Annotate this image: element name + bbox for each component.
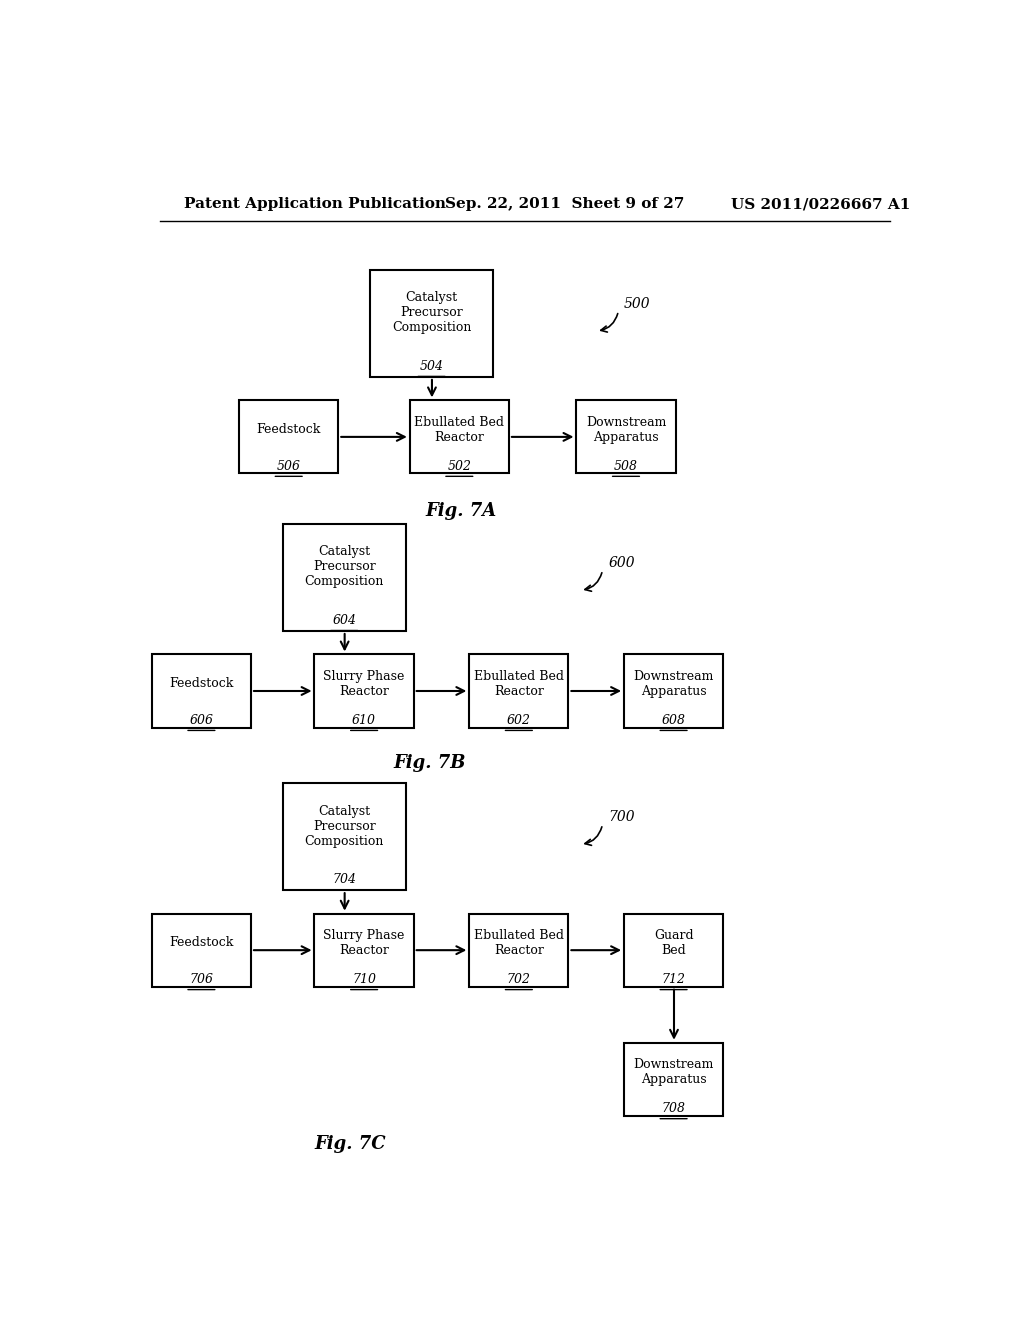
Text: Guard
Bed: Guard Bed	[653, 929, 693, 957]
Text: 712: 712	[662, 973, 686, 986]
Text: 504: 504	[420, 360, 443, 372]
Text: Catalyst
Precursor
Composition: Catalyst Precursor Composition	[392, 292, 471, 334]
Text: 710: 710	[352, 973, 376, 986]
Text: 610: 610	[352, 714, 376, 727]
Text: Fig. 7A: Fig. 7A	[426, 502, 497, 520]
Text: Slurry Phase
Reactor: Slurry Phase Reactor	[324, 929, 404, 957]
FancyBboxPatch shape	[469, 655, 568, 727]
Text: 704: 704	[332, 873, 356, 886]
FancyBboxPatch shape	[577, 400, 676, 474]
FancyBboxPatch shape	[283, 784, 406, 890]
Text: 700: 700	[608, 810, 635, 824]
FancyBboxPatch shape	[152, 913, 251, 987]
Text: 606: 606	[189, 714, 213, 727]
Text: Feedstock: Feedstock	[169, 677, 233, 690]
Text: Downstream
Apparatus: Downstream Apparatus	[634, 1057, 714, 1086]
Text: Downstream
Apparatus: Downstream Apparatus	[586, 416, 667, 444]
Text: 608: 608	[662, 714, 686, 727]
FancyBboxPatch shape	[152, 655, 251, 727]
Text: 508: 508	[614, 459, 638, 473]
Text: Ebullated Bed
Reactor: Ebullated Bed Reactor	[474, 929, 564, 957]
FancyBboxPatch shape	[314, 913, 414, 987]
FancyBboxPatch shape	[240, 400, 338, 474]
FancyBboxPatch shape	[624, 655, 723, 727]
Text: Downstream
Apparatus: Downstream Apparatus	[634, 669, 714, 698]
Text: 600: 600	[608, 556, 635, 570]
Text: 708: 708	[662, 1102, 686, 1115]
Text: Feedstock: Feedstock	[169, 936, 233, 949]
Text: 702: 702	[507, 973, 530, 986]
FancyBboxPatch shape	[410, 400, 509, 474]
Text: Ebullated Bed
Reactor: Ebullated Bed Reactor	[415, 416, 505, 444]
FancyBboxPatch shape	[624, 913, 723, 987]
Text: Patent Application Publication: Patent Application Publication	[183, 197, 445, 211]
FancyBboxPatch shape	[370, 271, 494, 378]
FancyBboxPatch shape	[624, 1043, 723, 1115]
FancyBboxPatch shape	[283, 524, 406, 631]
Text: Fig. 7C: Fig. 7C	[314, 1135, 386, 1154]
Text: Catalyst
Precursor
Composition: Catalyst Precursor Composition	[304, 545, 384, 589]
Text: 706: 706	[189, 973, 213, 986]
Text: 602: 602	[507, 714, 530, 727]
Text: Fig. 7B: Fig. 7B	[393, 754, 466, 772]
FancyBboxPatch shape	[314, 655, 414, 727]
Text: 604: 604	[332, 614, 356, 627]
Text: Feedstock: Feedstock	[257, 424, 321, 436]
FancyBboxPatch shape	[469, 913, 568, 987]
Text: 500: 500	[624, 297, 650, 312]
Text: 506: 506	[276, 459, 301, 473]
Text: Slurry Phase
Reactor: Slurry Phase Reactor	[324, 669, 404, 698]
Text: Ebullated Bed
Reactor: Ebullated Bed Reactor	[474, 669, 564, 698]
Text: Sep. 22, 2011  Sheet 9 of 27: Sep. 22, 2011 Sheet 9 of 27	[445, 197, 685, 211]
Text: 502: 502	[447, 459, 471, 473]
Text: US 2011/0226667 A1: US 2011/0226667 A1	[731, 197, 910, 211]
Text: Catalyst
Precursor
Composition: Catalyst Precursor Composition	[304, 805, 384, 847]
